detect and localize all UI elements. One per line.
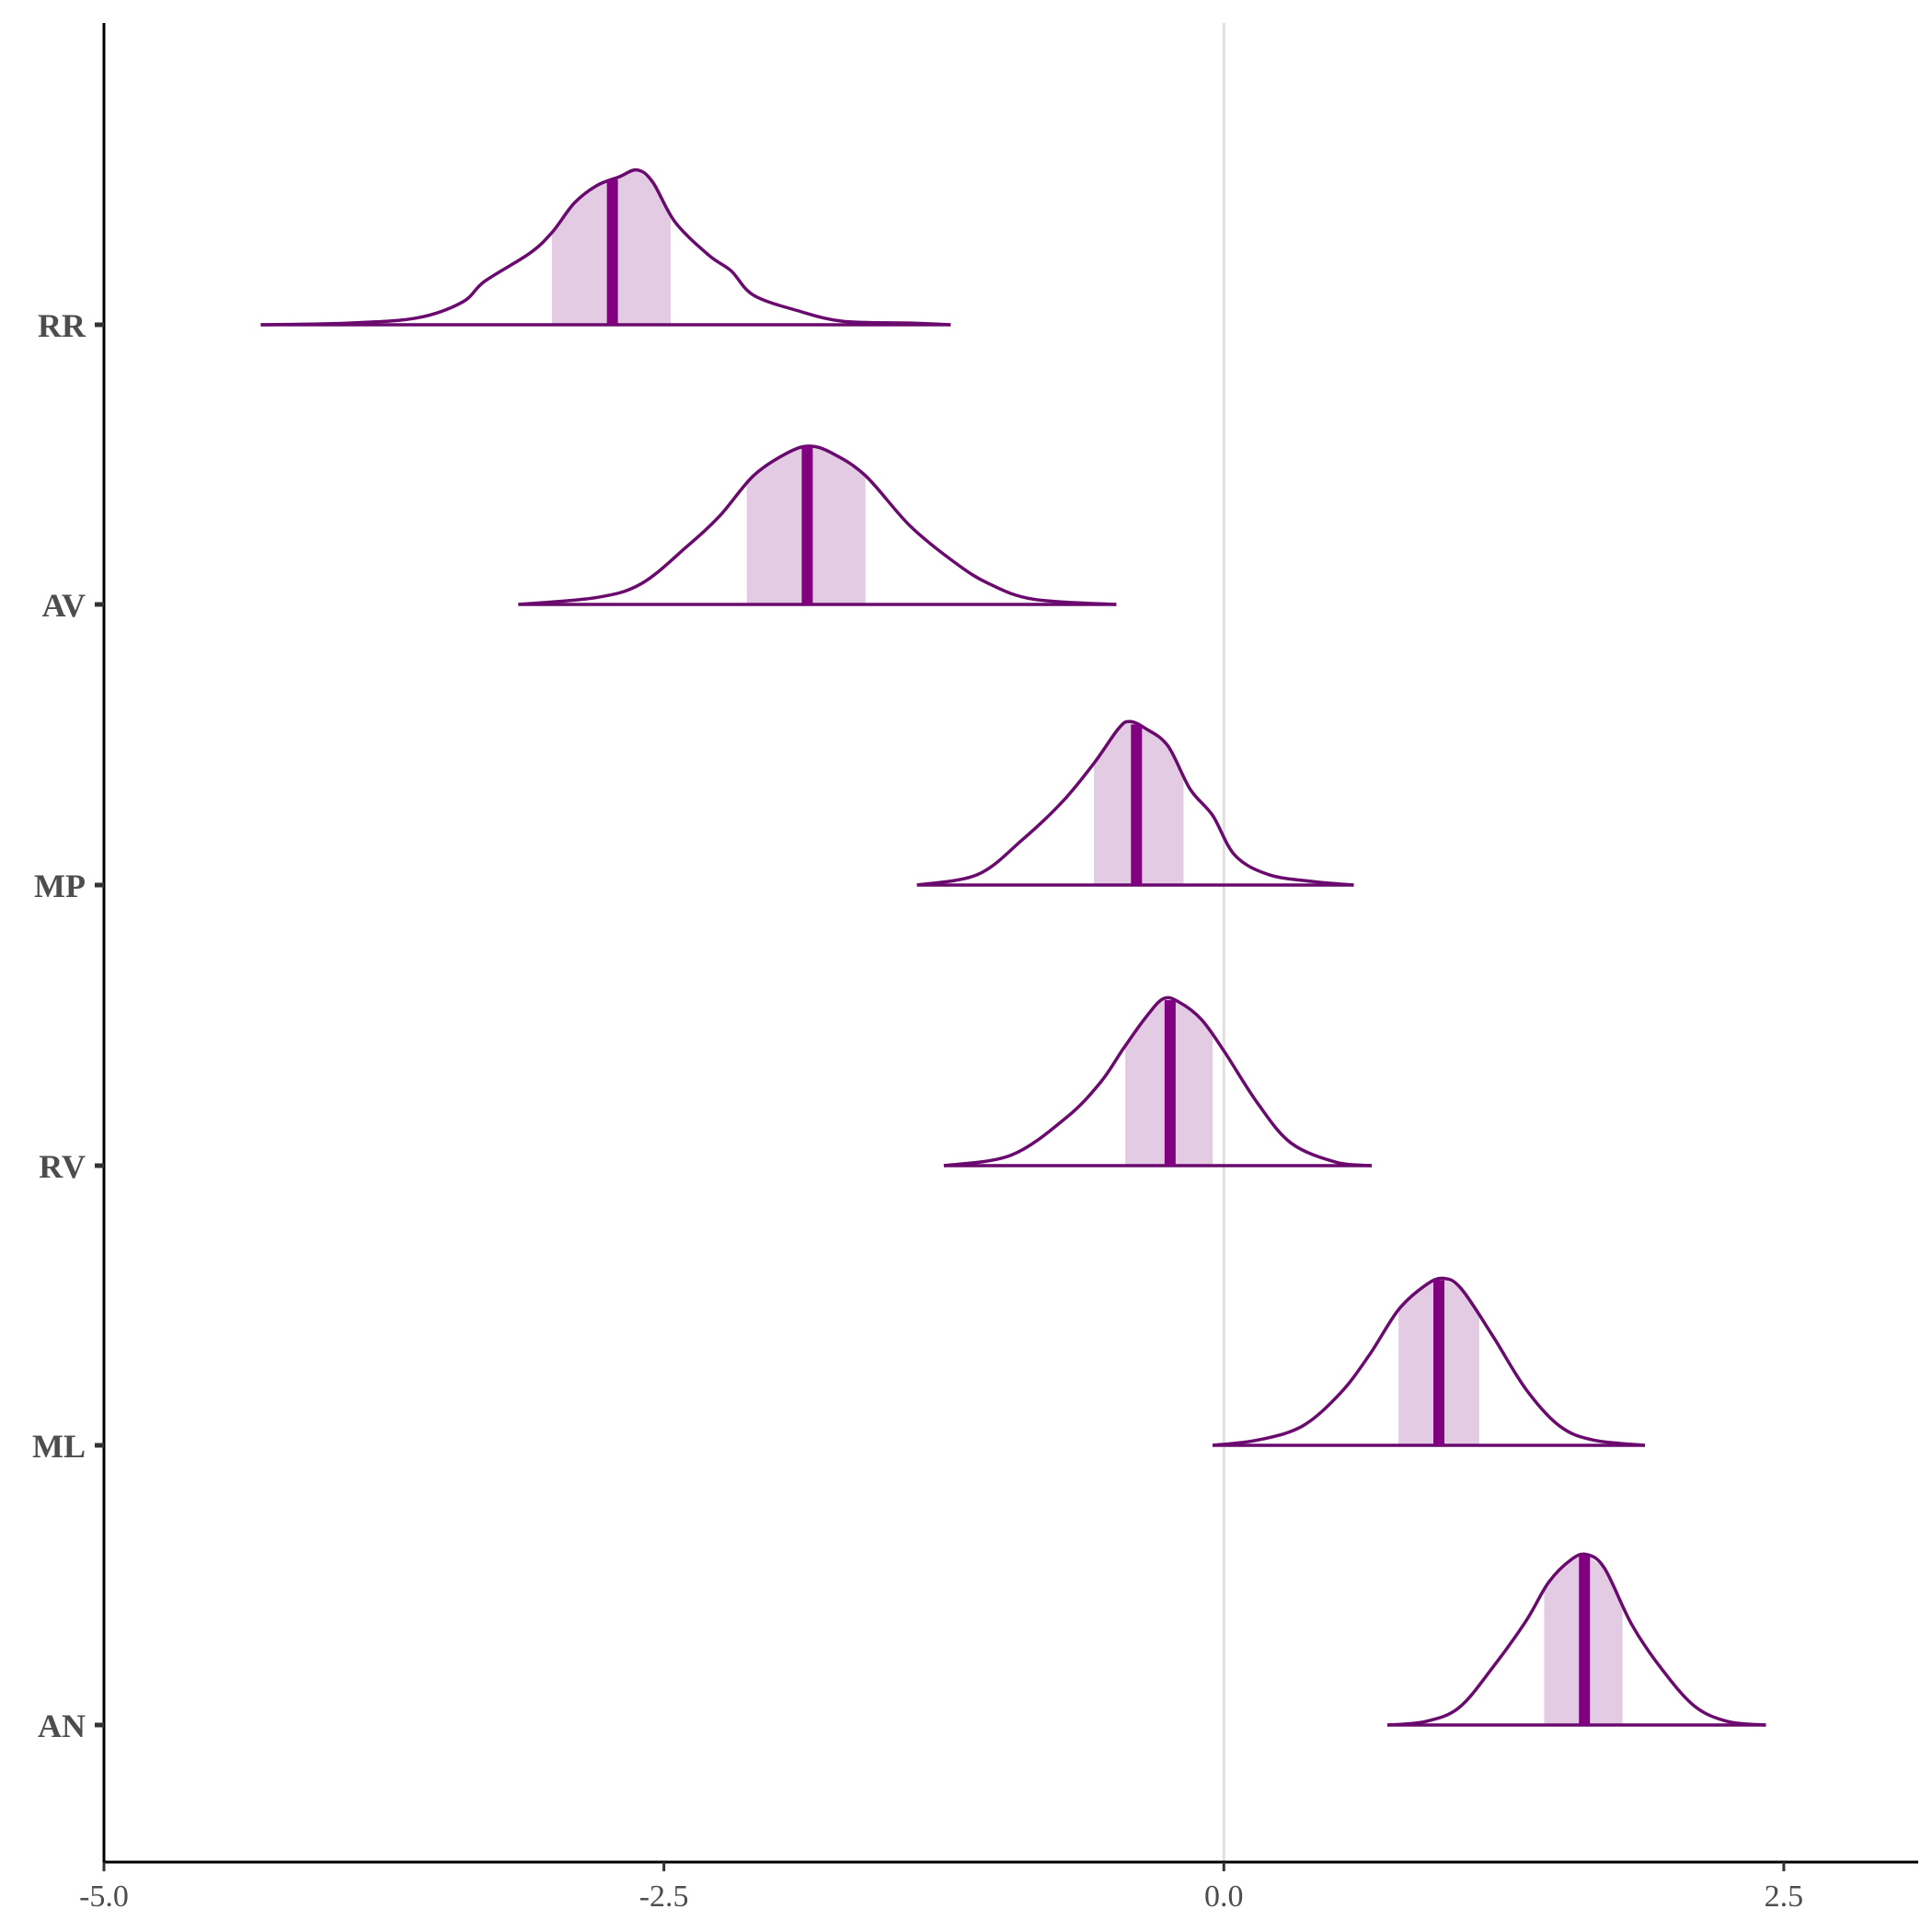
ridge-rr — [260, 167, 951, 327]
x-tick-label: 2.5 — [1765, 1880, 1804, 1914]
y-tick-label: RR — [38, 307, 86, 344]
ridge-ml — [1212, 1276, 1646, 1447]
y-tick-label: ML — [32, 1428, 86, 1465]
axes-layer — [102, 23, 1918, 1864]
y-tick-label: MP — [34, 868, 86, 904]
x-tick-label: -2.5 — [639, 1880, 689, 1914]
y-axis-ticks: RR AV MP RV ML AN — [32, 307, 104, 1744]
y-tick-label: RV — [39, 1148, 86, 1185]
y-tick-label: AN — [38, 1708, 86, 1744]
density-curve-an — [1386, 1552, 1766, 1727]
x-axis-ticks: -5.0 -2.5 0.0 2.5 — [79, 1862, 1803, 1914]
density-curve-mp — [916, 719, 1354, 887]
ridge-av — [518, 444, 1117, 606]
ridge-mp — [916, 719, 1354, 887]
density-curve-ml — [1212, 1276, 1646, 1447]
x-tick-label: -5.0 — [79, 1880, 129, 1914]
density-curve-rr — [260, 167, 951, 327]
density-curve-rv — [943, 995, 1373, 1167]
ridge-rv — [943, 995, 1373, 1167]
y-tick-label: AV — [42, 587, 86, 624]
density-curve-av — [518, 444, 1117, 606]
x-tick-label: 0.0 — [1204, 1880, 1244, 1914]
ridge-an — [1386, 1552, 1766, 1727]
ridgelines-layer — [260, 167, 1766, 1727]
